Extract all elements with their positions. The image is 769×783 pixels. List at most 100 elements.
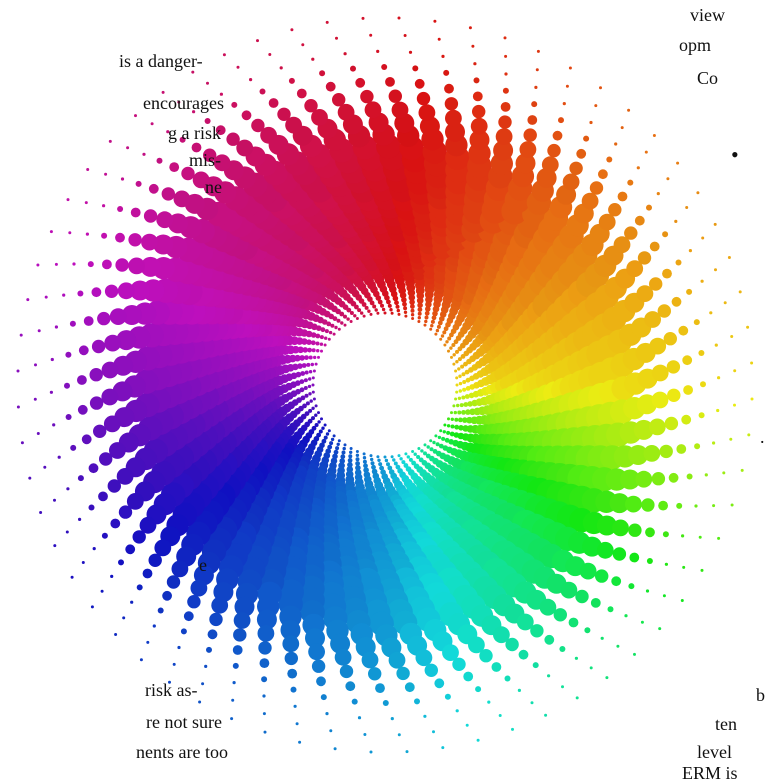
dot: [397, 733, 401, 737]
dot: [226, 132, 240, 146]
dot: [694, 504, 698, 508]
text-line: Co: [697, 68, 719, 88]
dot: [399, 457, 403, 461]
dot: [463, 402, 469, 407]
dot: [432, 730, 435, 734]
dot: [303, 386, 308, 390]
dot: [290, 28, 294, 32]
dot: [431, 315, 437, 321]
dot: [646, 558, 653, 564]
dot: [323, 423, 327, 427]
dot: [645, 589, 650, 593]
dot: [498, 714, 502, 717]
dot: [115, 258, 129, 272]
dot: [230, 717, 234, 721]
dot: [268, 98, 279, 108]
dot: [328, 330, 333, 335]
dot: [277, 107, 291, 122]
dot: [676, 502, 683, 509]
dot: [81, 434, 92, 445]
dot: [376, 49, 380, 54]
dot: [311, 659, 326, 673]
dot: [417, 307, 423, 312]
dot: [452, 353, 456, 357]
dot: [110, 518, 121, 529]
dot: [651, 391, 669, 409]
dot: [652, 134, 656, 137]
dot: [213, 154, 231, 172]
dot: [461, 372, 466, 377]
dot: [500, 102, 511, 112]
dot: [612, 547, 627, 561]
dot: [657, 304, 671, 318]
dot: [439, 429, 443, 433]
dot: [69, 320, 76, 327]
dot: [19, 333, 23, 337]
dot: [541, 156, 559, 174]
dot: [581, 192, 599, 210]
dot: [259, 658, 270, 668]
dot: [417, 316, 421, 320]
dot: [635, 470, 653, 488]
dot: [414, 698, 420, 705]
dot: [77, 290, 84, 297]
dot: [263, 730, 267, 734]
dot: [375, 683, 385, 693]
dot: [320, 327, 326, 333]
dot: [616, 644, 620, 648]
dot: [667, 388, 681, 402]
dot: [320, 417, 323, 421]
dot: [424, 310, 430, 316]
dot: [362, 459, 367, 464]
dot: [568, 66, 572, 70]
dot: [410, 313, 415, 317]
dot: [436, 324, 441, 329]
dot: [288, 77, 295, 84]
dot: [453, 410, 457, 415]
dot: [605, 676, 609, 680]
dot: [614, 142, 618, 146]
dot: [122, 616, 126, 620]
dot: [317, 420, 321, 424]
dot: [442, 644, 459, 661]
dot: [311, 57, 315, 61]
dot: [337, 439, 341, 443]
dot: [327, 444, 333, 450]
dot: [308, 370, 313, 374]
dot: [334, 325, 338, 330]
dot: [685, 206, 689, 209]
dot: [107, 479, 122, 493]
dot: [450, 355, 453, 359]
dot: [686, 473, 693, 480]
dot: [530, 624, 544, 638]
dot: [355, 457, 360, 462]
dot: [646, 204, 652, 211]
dot: [325, 81, 336, 92]
dot: [534, 85, 538, 89]
dot: [296, 88, 307, 99]
dot: [465, 386, 471, 391]
dot: [589, 181, 604, 195]
dot: [437, 320, 443, 326]
dot: [392, 458, 396, 462]
dot: [456, 403, 460, 408]
dot: [284, 651, 298, 666]
dot: [678, 325, 689, 336]
dot: [463, 671, 474, 682]
dot: [675, 259, 682, 266]
dot: [346, 317, 350, 321]
dot: [327, 429, 331, 433]
dot: [479, 649, 493, 663]
dot: [140, 256, 161, 277]
dot: [437, 37, 441, 41]
dot: [629, 552, 640, 563]
dot: [714, 268, 717, 272]
dot: [457, 367, 461, 371]
dot: [493, 140, 514, 161]
dot: [121, 305, 142, 325]
dot: [464, 394, 470, 399]
dot: [527, 115, 538, 125]
dot: [256, 39, 259, 43]
dot: [377, 299, 383, 305]
